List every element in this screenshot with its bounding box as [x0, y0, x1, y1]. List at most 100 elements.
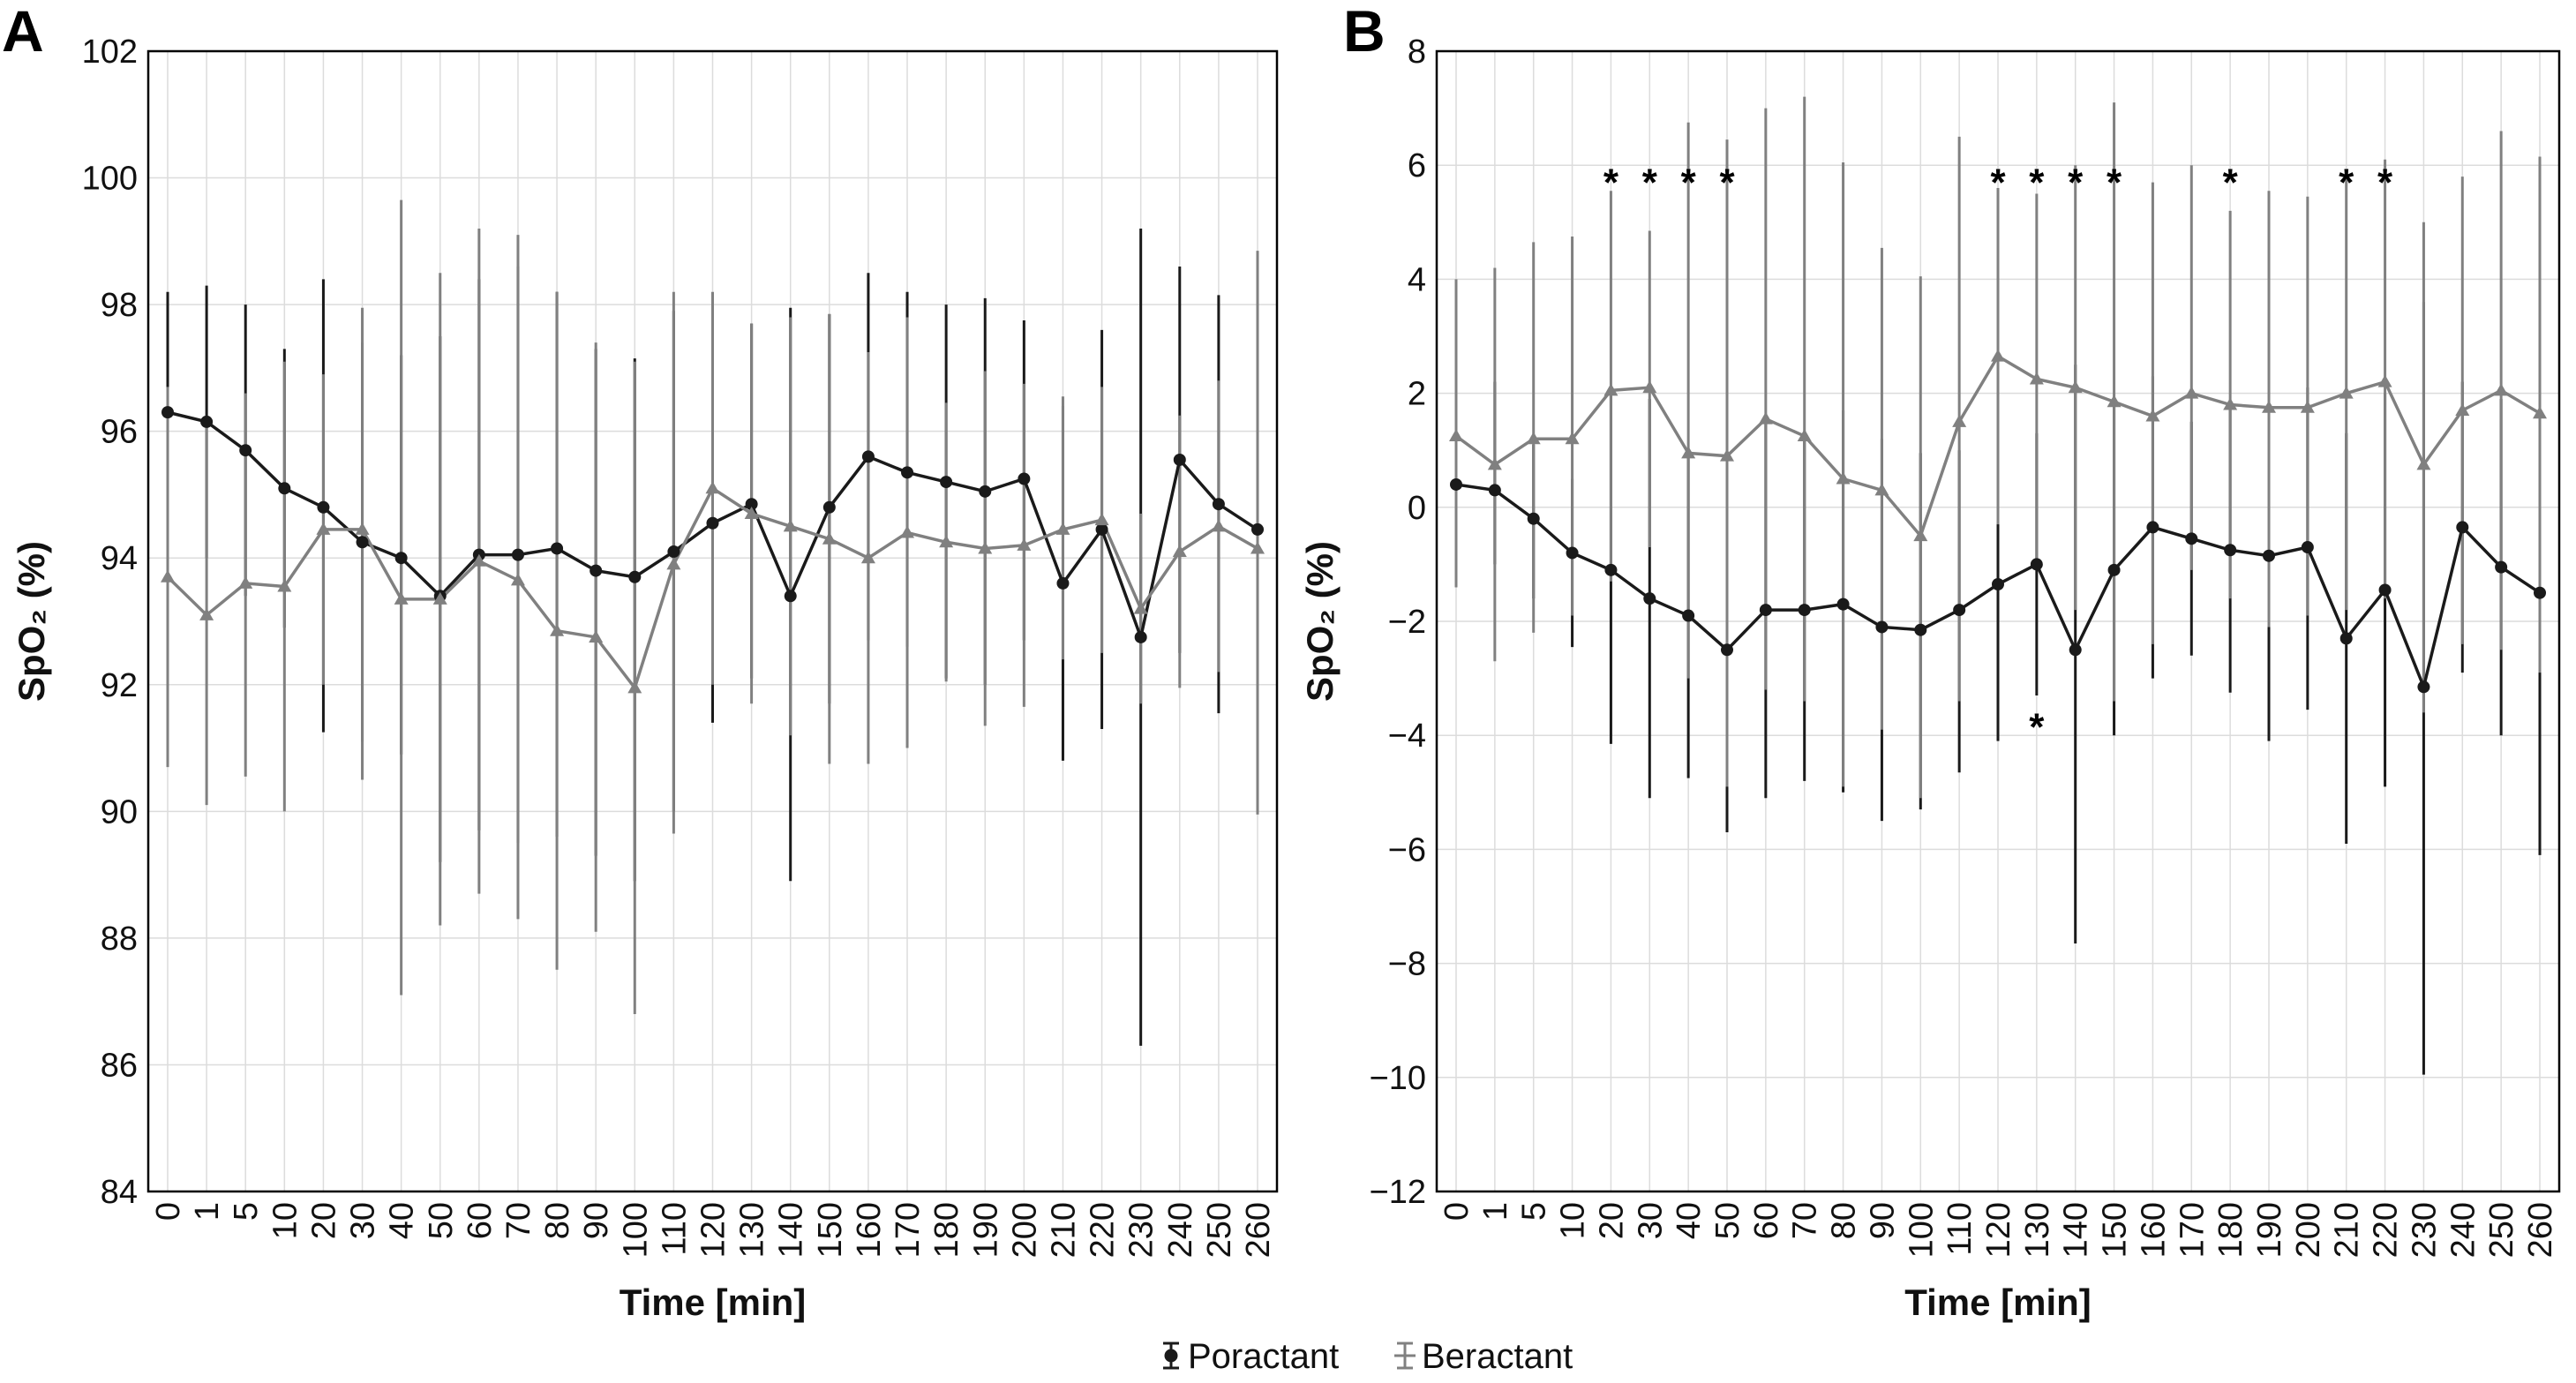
x-tick-label: 230 [2406, 1202, 2443, 1258]
x-axis-title: Time [min] [1904, 1282, 2092, 1323]
data-point-poractant [2456, 521, 2469, 534]
x-tick-label: 10 [1555, 1202, 1592, 1239]
data-point-beractant [2223, 397, 2238, 410]
y-tick-label: 94 [101, 540, 138, 577]
data-point-poractant [1566, 546, 1579, 560]
significance-star: * [2223, 162, 2239, 205]
data-point-poractant [1953, 604, 1966, 617]
x-tick-label: 70 [1787, 1202, 1824, 1239]
significance-star: * [2107, 162, 2122, 205]
x-tick-label: 150 [812, 1202, 849, 1258]
data-point-beractant [1250, 541, 1265, 554]
data-point-beractant [1681, 446, 1696, 459]
data-point-poractant [1056, 576, 1070, 590]
y-tick-label: −12 [1370, 1174, 1426, 1211]
data-point-poractant [861, 450, 875, 463]
x-tick-label: 130 [734, 1202, 771, 1258]
legend-item-poractant: Poractant [1163, 1337, 1339, 1376]
data-point-beractant [1720, 448, 1734, 462]
x-tick-label: 200 [2290, 1202, 2327, 1258]
data-point-poractant [1527, 512, 1540, 525]
y-tick-label: −6 [1388, 831, 1426, 868]
data-point-beractant [1211, 519, 1226, 532]
significance-star: * [1603, 162, 1619, 205]
significance-star: * [2029, 706, 2045, 749]
x-tick-label: 230 [1123, 1202, 1160, 1258]
y-tick-label: 6 [1408, 147, 1426, 184]
legend-label-beractant: Beractant [1422, 1337, 1573, 1376]
data-point-poractant [1450, 477, 1462, 491]
data-point-poractant [1836, 598, 1850, 611]
data-point-poractant [1721, 643, 1733, 657]
data-point-beractant [316, 522, 331, 535]
x-tick-label: 90 [1864, 1202, 1901, 1239]
annotations: * * * * * * * * * * * * [1603, 162, 2393, 749]
data-point-poractant [1604, 563, 1618, 576]
x-tick-label: 60 [462, 1202, 499, 1239]
data-point-poractant [628, 570, 642, 583]
data-point-poractant [1682, 609, 1695, 622]
data-point-poractant [979, 485, 992, 498]
x-tick-label: 200 [1006, 1202, 1043, 1258]
x-tick-label: 60 [1748, 1202, 1785, 1239]
data-point-beractant [394, 591, 409, 605]
x-tick-label: 40 [1671, 1202, 1708, 1239]
data-point-poractant [2263, 549, 2275, 562]
y-tick-label: −4 [1388, 718, 1426, 755]
significance-star: * [2339, 162, 2354, 205]
data-point-beractant [1836, 471, 1851, 485]
y-axis-title: SpO₂ (%) [11, 541, 52, 702]
y-tick-label: 8 [1408, 34, 1426, 71]
x-tick-label: 5 [1516, 1202, 1553, 1221]
x-tick-label: 210 [1045, 1202, 1082, 1258]
x-tick-label: 50 [1709, 1202, 1746, 1239]
significance-star: * [2068, 162, 2084, 205]
x-tick-label: 100 [617, 1202, 654, 1258]
significance-star: * [1681, 162, 1697, 205]
x-tick-label: 210 [2329, 1202, 2366, 1258]
data-point-beractant [1017, 537, 1032, 551]
data-point-beractant [939, 535, 954, 548]
series-markers [161, 406, 1265, 694]
data-point-beractant [1133, 601, 1148, 614]
data-point-poractant [1798, 604, 1811, 617]
data-point-beractant [978, 541, 993, 554]
data-point-beractant [161, 569, 175, 583]
data-point-beractant [355, 522, 370, 535]
significance-star: * [1719, 162, 1735, 205]
data-point-beractant [2377, 374, 2392, 387]
data-point-poractant [2417, 680, 2430, 694]
data-point-beractant [1603, 383, 1618, 396]
data-point-beractant [1991, 349, 2005, 362]
data-point-poractant [161, 406, 174, 419]
x-tick-label: 110 [656, 1202, 693, 1256]
data-point-poractant [551, 542, 564, 555]
x-tick-label: 220 [2368, 1202, 2405, 1258]
data-point-beractant [2300, 400, 2315, 413]
x-tick-label: 260 [1240, 1202, 1277, 1258]
y-tick-label: −8 [1388, 946, 1426, 983]
data-point-poractant [1488, 484, 1501, 497]
data-point-beractant [705, 481, 720, 494]
data-point-beractant [2145, 409, 2160, 422]
x-tick-label: 120 [1980, 1202, 2017, 1258]
data-point-beractant [277, 579, 292, 592]
data-point-beractant [199, 607, 214, 620]
data-point-beractant [1758, 411, 1773, 425]
y-tick-label: 4 [1408, 261, 1426, 298]
x-tick-label: 90 [578, 1202, 615, 1239]
data-point-poractant [2534, 586, 2546, 599]
x-tick-label: 160 [851, 1202, 888, 1258]
data-point-beractant [1487, 457, 1502, 470]
data-point-beractant [2029, 372, 2044, 385]
significance-star: * [1990, 162, 2006, 205]
data-point-poractant [511, 548, 524, 561]
data-point-poractant [667, 545, 680, 559]
y-tick-labels: 84 86 88 90 92 94 96 98 100 102 [82, 34, 138, 1211]
data-point-beractant [1874, 483, 1889, 496]
legend-item-beractant: Beractant [1394, 1337, 1573, 1376]
significance-star: * [2377, 162, 2393, 205]
data-point-beractant [471, 553, 486, 567]
data-point-beractant [783, 519, 798, 532]
